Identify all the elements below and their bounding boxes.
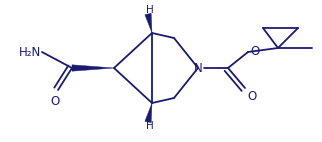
Polygon shape xyxy=(145,103,152,123)
Text: H: H xyxy=(146,5,154,15)
Text: H₂N: H₂N xyxy=(19,45,41,59)
Polygon shape xyxy=(72,65,114,71)
Text: H: H xyxy=(146,121,154,131)
Text: O: O xyxy=(50,95,60,108)
Text: O: O xyxy=(247,90,256,103)
Text: O: O xyxy=(250,44,259,58)
Text: N: N xyxy=(194,61,202,75)
Polygon shape xyxy=(145,13,152,33)
